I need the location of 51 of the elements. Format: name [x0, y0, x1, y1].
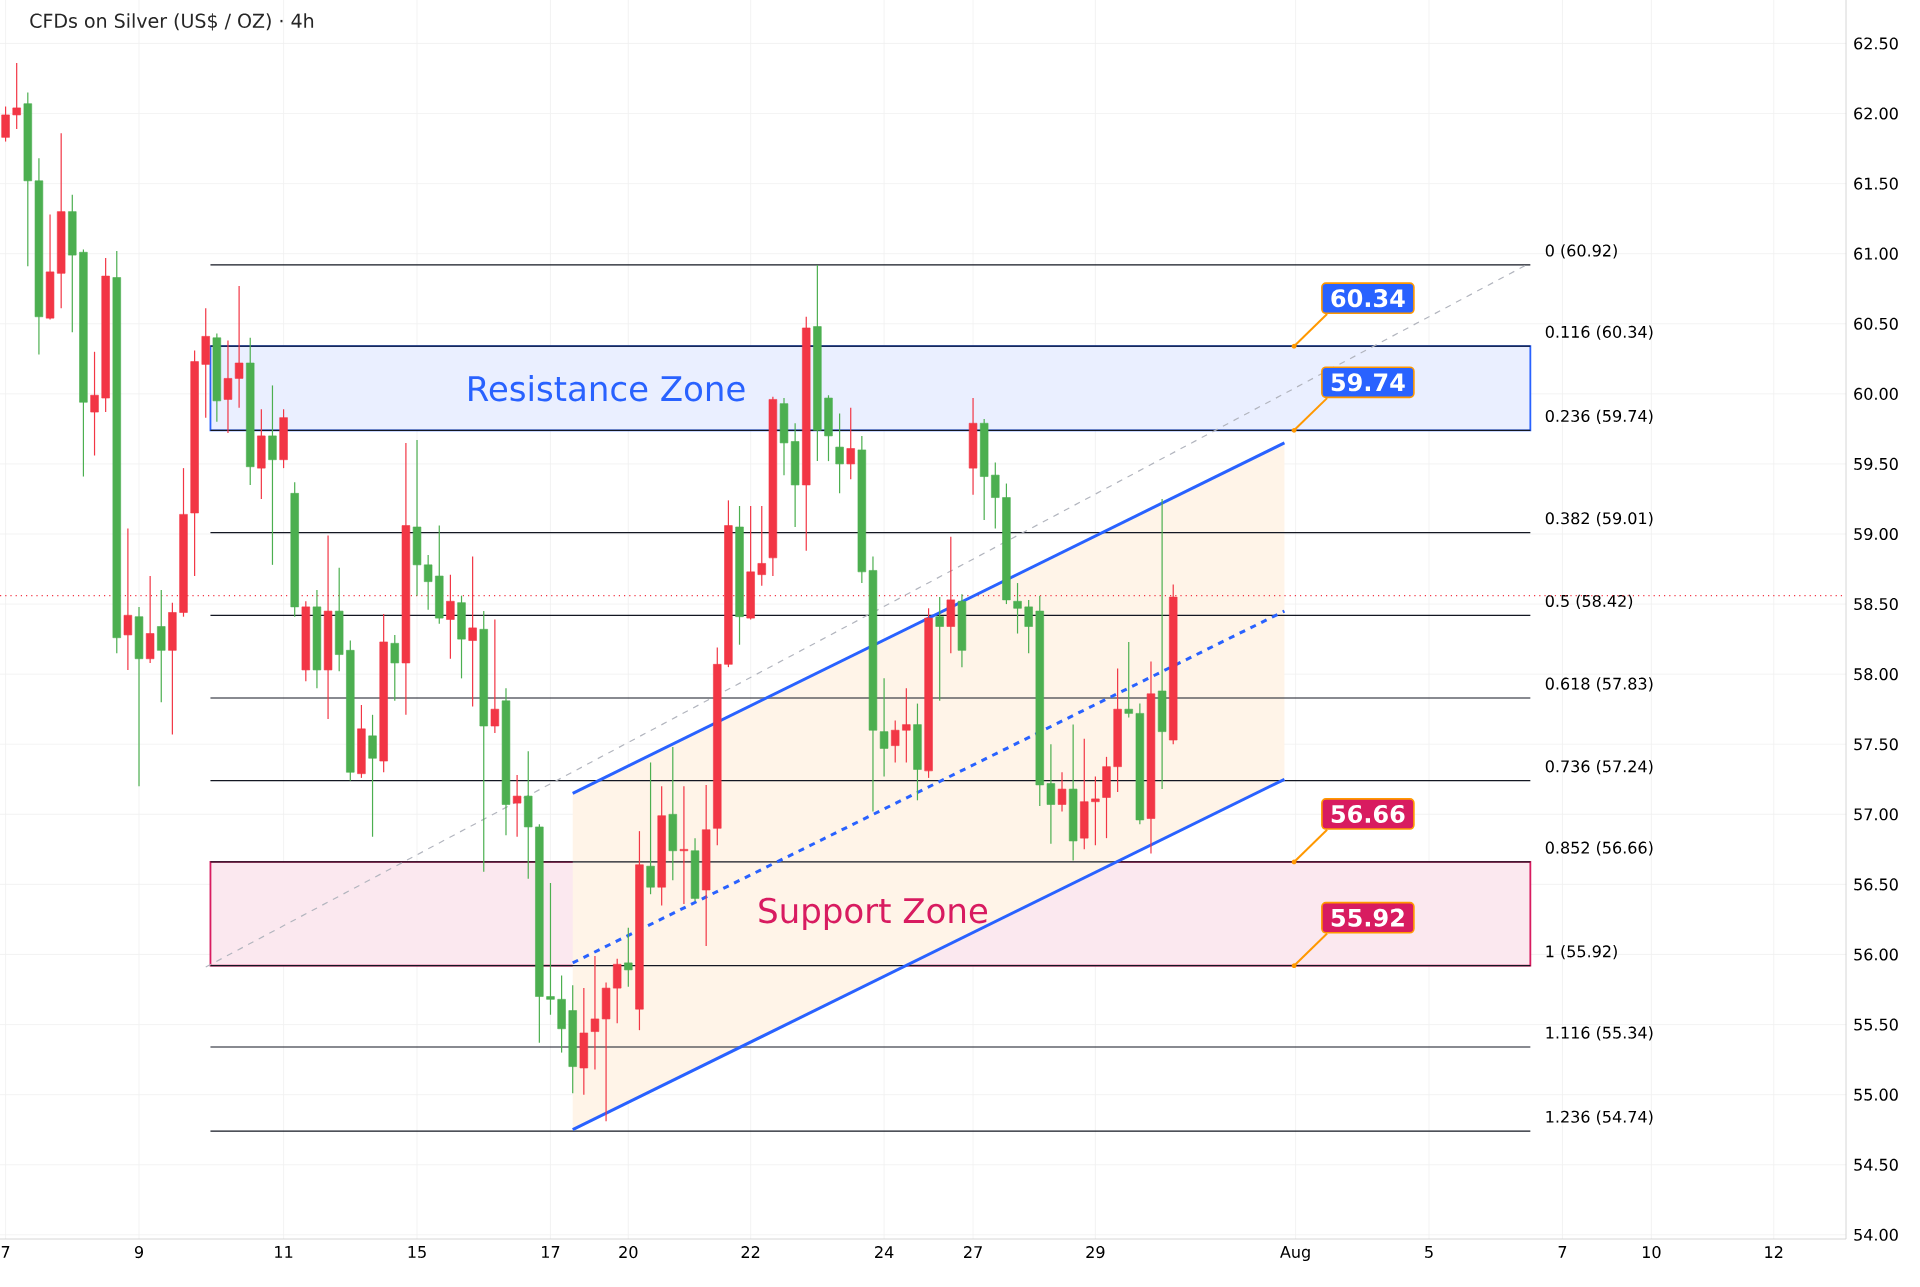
x-tick-label: 29: [1086, 1246, 1105, 1259]
ref-line-label: 0.382 (59.01): [1545, 511, 1653, 527]
x-tick-label: 22: [741, 1246, 760, 1258]
annotation: 56.66: [1331, 804, 1405, 824]
y-tick-label: 61.50: [1854, 177, 1898, 190]
ref-line-label: 1.116 (55.34): [1546, 1026, 1653, 1041]
ref-line-label: 0.116 (60.34): [1545, 325, 1653, 340]
y-tick-label: 60.00: [1854, 387, 1898, 400]
ref-line-label: 1 (55.92): [1546, 945, 1617, 960]
ref-line-label: 0 (60.92): [1545, 244, 1617, 259]
y-tick-label: 62.50: [1854, 37, 1898, 50]
y-tick-label: 56.50: [1854, 878, 1898, 891]
x-tick-label: 7: [1, 1246, 10, 1258]
x-tick-label: 10: [1642, 1246, 1661, 1259]
y-tick-label: 57.00: [1854, 808, 1898, 821]
y-tick-label: 55.50: [1854, 1018, 1898, 1031]
x-tick-label: 20: [619, 1246, 638, 1259]
ref-line-label: 0.5 (58.42): [1545, 594, 1633, 609]
annotation: 60.34: [1331, 289, 1405, 308]
y-tick-label: 59.50: [1854, 457, 1898, 470]
y-tick-label: 57.50: [1854, 738, 1898, 751]
y-tick-label: 61.00: [1854, 247, 1898, 260]
x-tick-label: 24: [875, 1246, 894, 1258]
ref-line-label: 0.736 (57.24): [1545, 760, 1653, 775]
y-tick-label: 54.00: [1854, 1228, 1898, 1241]
band-label: Support Zone: [759, 897, 988, 930]
x-tick-label: 7: [1558, 1246, 1567, 1258]
x-tick-label: Aug: [1280, 1246, 1310, 1262]
annotation: 59.74: [1331, 373, 1405, 392]
annotation: 55.92: [1331, 908, 1404, 927]
y-tick-label: 60.50: [1854, 317, 1898, 330]
x-tick-label: 11: [275, 1246, 293, 1258]
ref-line-label: 1.236 (54.74): [1546, 1110, 1653, 1125]
y-tick-label: 58.50: [1854, 598, 1898, 611]
x-tick-label: 12: [1765, 1246, 1783, 1258]
y-tick-label: 58.00: [1854, 668, 1898, 681]
ref-line-label: 0.618 (57.83): [1545, 677, 1653, 692]
x-tick-label: 27: [964, 1246, 982, 1258]
text: CFDs on Silver (US$ / OZ) · 4h: [30, 13, 314, 31]
y-tick-label: 56.00: [1854, 948, 1898, 961]
x-tick-label: 15: [408, 1246, 426, 1258]
x-tick-label: 9: [134, 1246, 143, 1259]
ref-line-label: 0.852 (56.66): [1545, 841, 1653, 856]
band-label: Resistance Zone: [469, 375, 745, 402]
y-tick-label: 59.00: [1854, 527, 1898, 541]
y-tick-label: 55.00: [1854, 1088, 1898, 1101]
y-tick-label: 54.50: [1854, 1158, 1898, 1171]
x-tick-label: 5: [1425, 1246, 1433, 1258]
x-tick-label: 17: [542, 1246, 560, 1258]
y-tick-label: 62.00: [1854, 107, 1898, 120]
ref-line-label: 0.236 (59.74): [1545, 409, 1653, 424]
